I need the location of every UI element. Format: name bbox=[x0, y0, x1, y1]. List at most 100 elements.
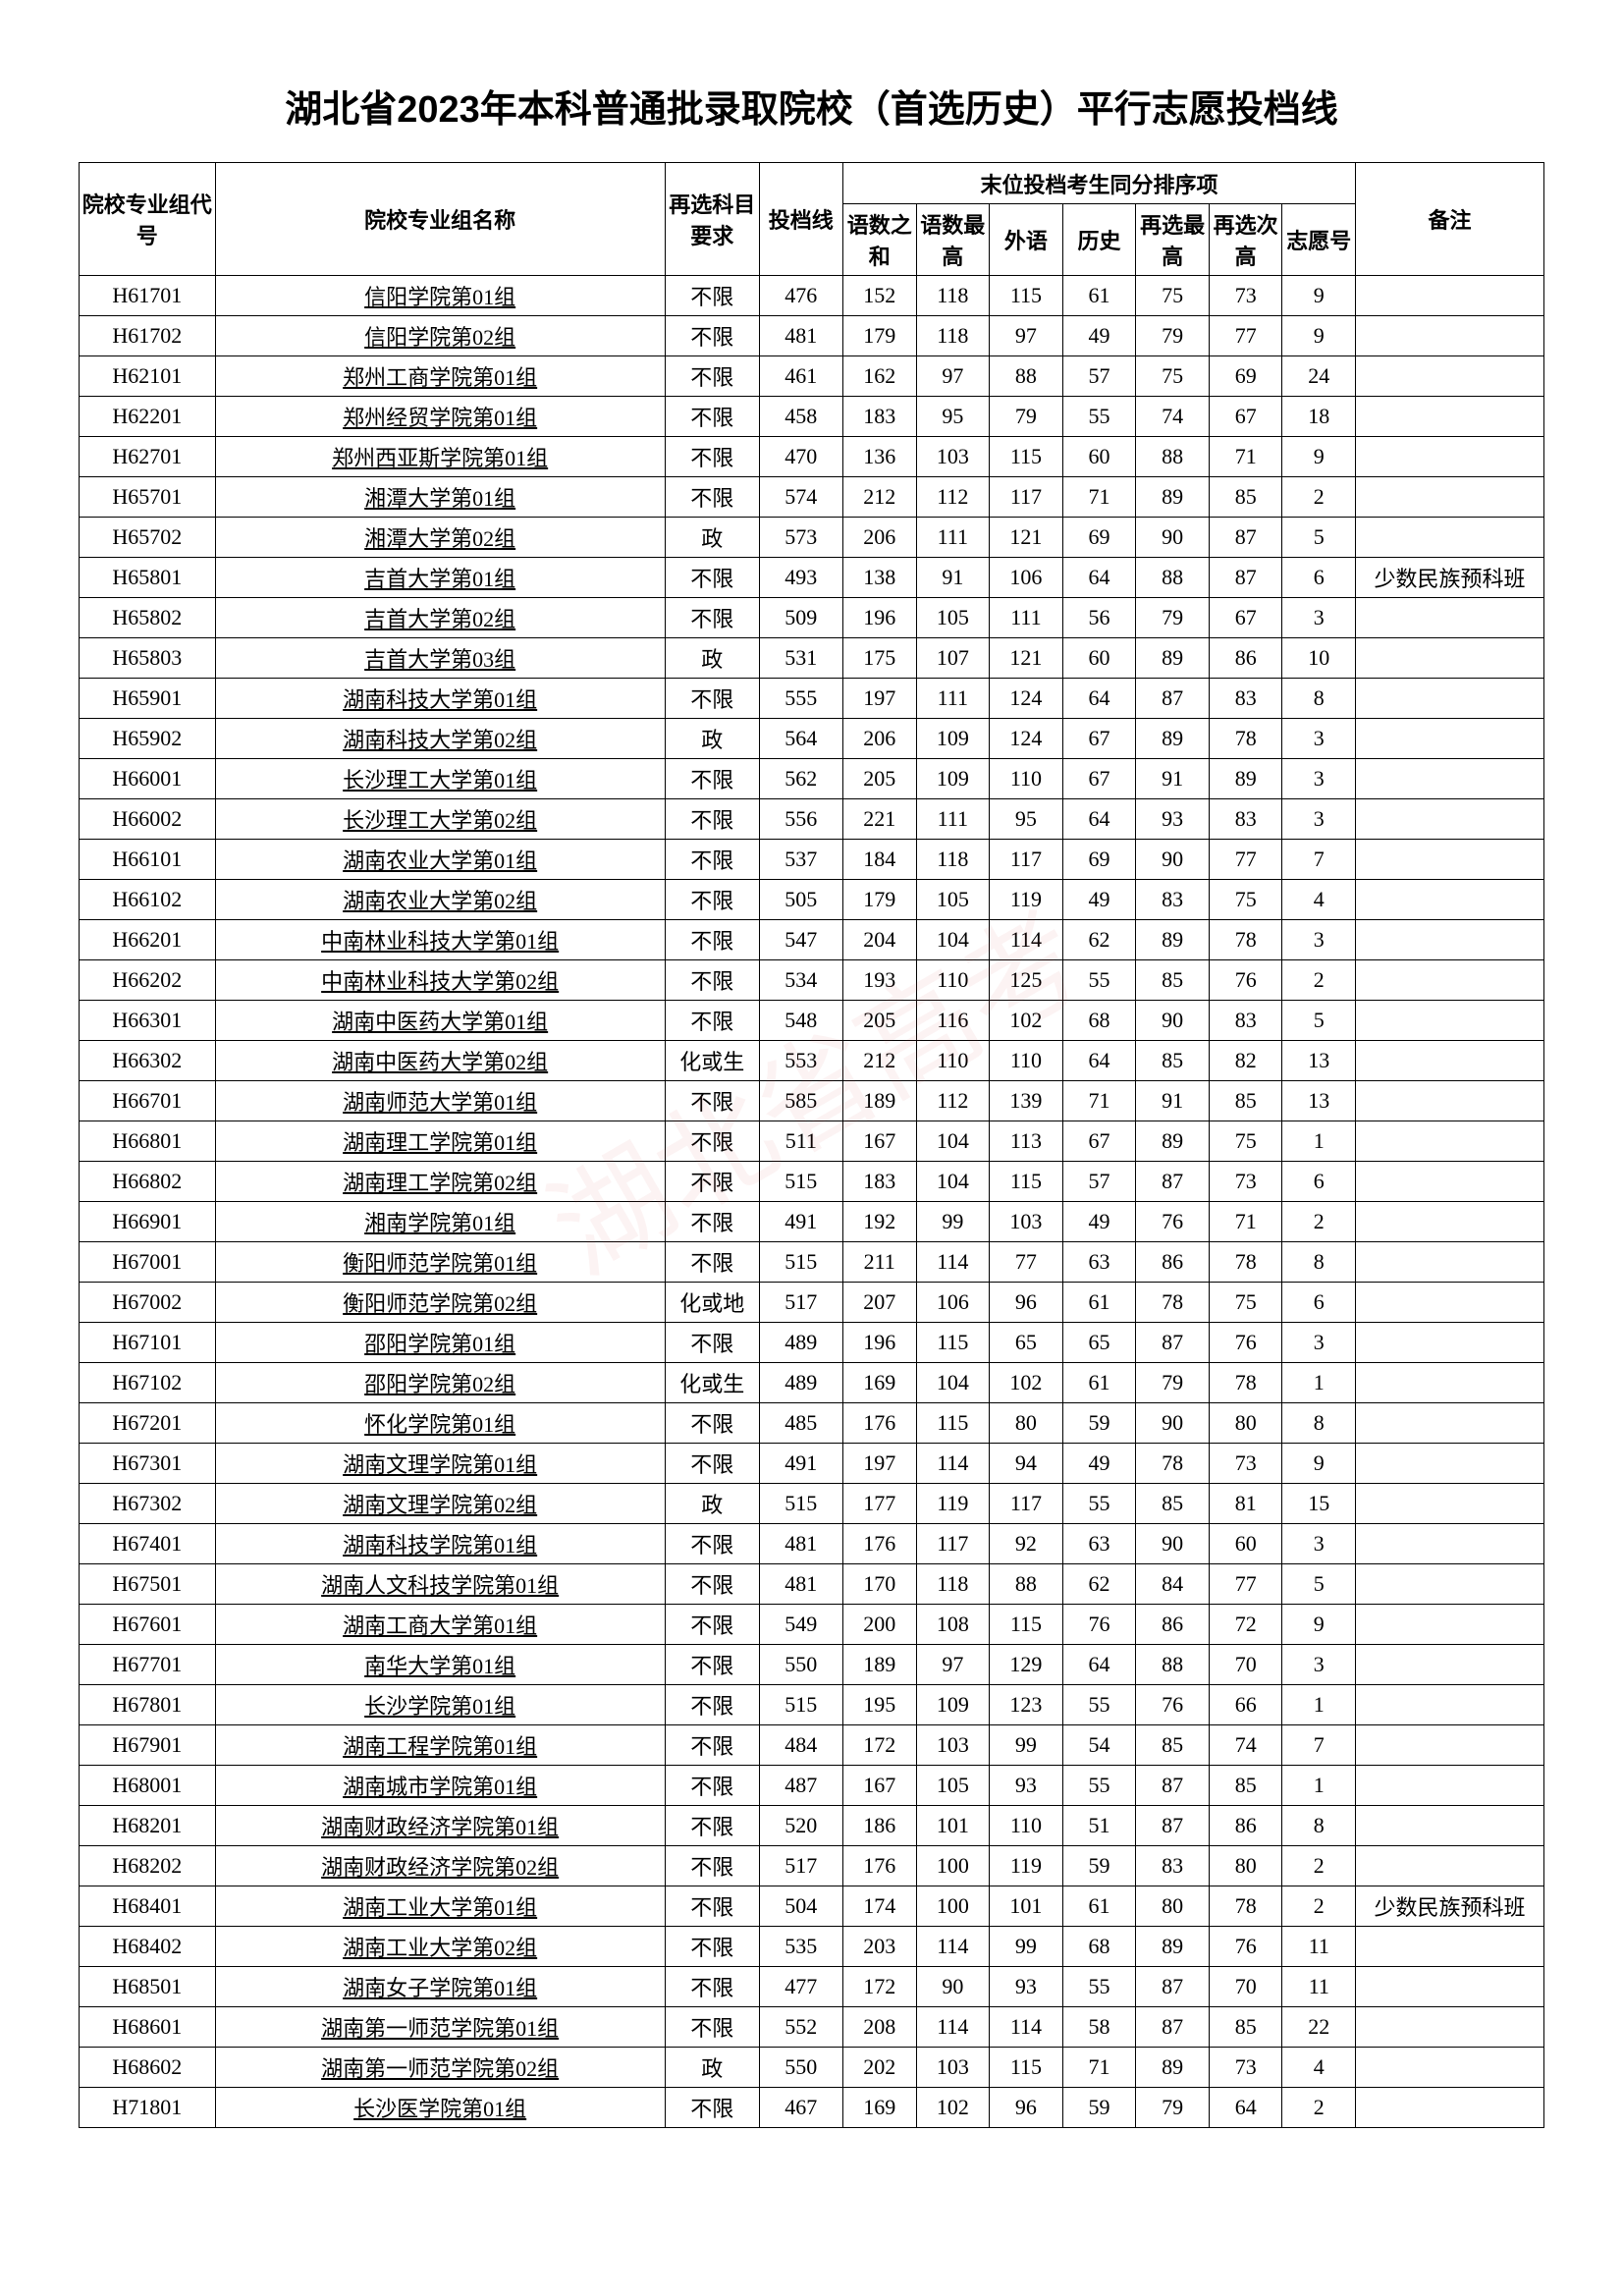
cell-t7: 8 bbox=[1282, 1806, 1356, 1846]
cell-name[interactable]: 长沙理工大学第01组 bbox=[215, 759, 665, 799]
cell-name[interactable]: 南华大学第01组 bbox=[215, 1645, 665, 1685]
header-tie7: 志愿号 bbox=[1282, 204, 1356, 276]
cell-subj: 不限 bbox=[665, 1242, 759, 1283]
cell-name[interactable]: 湖南农业大学第02组 bbox=[215, 880, 665, 920]
cell-name[interactable]: 湖南女子学院第01组 bbox=[215, 1967, 665, 2007]
cell-t3: 99 bbox=[990, 1927, 1063, 1967]
cell-name[interactable]: 吉首大学第03组 bbox=[215, 638, 665, 679]
cell-name[interactable]: 邵阳学院第02组 bbox=[215, 1363, 665, 1403]
cell-name[interactable]: 湖南工业大学第01组 bbox=[215, 1886, 665, 1927]
cell-t5: 79 bbox=[1136, 2088, 1210, 2128]
cell-t7: 2 bbox=[1282, 1202, 1356, 1242]
cell-t2: 114 bbox=[916, 1927, 990, 1967]
cell-t2: 100 bbox=[916, 1846, 990, 1886]
cell-name[interactable]: 湖南中医药大学第02组 bbox=[215, 1041, 665, 1081]
cell-score: 477 bbox=[759, 1967, 842, 2007]
cell-name[interactable]: 长沙学院第01组 bbox=[215, 1685, 665, 1725]
cell-name[interactable]: 吉首大学第02组 bbox=[215, 598, 665, 638]
cell-name[interactable]: 湖南第一师范学院第02组 bbox=[215, 2048, 665, 2088]
cell-name[interactable]: 湖南中医药大学第01组 bbox=[215, 1001, 665, 1041]
cell-score: 505 bbox=[759, 880, 842, 920]
cell-t7: 9 bbox=[1282, 1605, 1356, 1645]
cell-name[interactable]: 湖南城市学院第01组 bbox=[215, 1766, 665, 1806]
cell-name[interactable]: 湖南财政经济学院第01组 bbox=[215, 1806, 665, 1846]
cell-name[interactable]: 湘潭大学第01组 bbox=[215, 477, 665, 518]
cell-name[interactable]: 湖南工程学院第01组 bbox=[215, 1725, 665, 1766]
cell-t1: 211 bbox=[842, 1242, 916, 1283]
cell-name[interactable]: 湖南文理学院第02组 bbox=[215, 1484, 665, 1524]
cell-t5: 87 bbox=[1136, 1162, 1210, 1202]
cell-t4: 64 bbox=[1062, 1041, 1136, 1081]
cell-name[interactable]: 湖南人文科技学院第01组 bbox=[215, 1564, 665, 1605]
cell-t1: 196 bbox=[842, 598, 916, 638]
cell-subj: 不限 bbox=[665, 1685, 759, 1725]
cell-name[interactable]: 湖南师范大学第01组 bbox=[215, 1081, 665, 1121]
cell-subj: 不限 bbox=[665, 1927, 759, 1967]
cell-t6: 73 bbox=[1209, 1162, 1282, 1202]
cell-name[interactable]: 中南林业科技大学第02组 bbox=[215, 960, 665, 1001]
cell-t6: 77 bbox=[1209, 1564, 1282, 1605]
table-row: H65701湘潭大学第01组不限5742121121177189852 bbox=[80, 477, 1544, 518]
cell-name[interactable]: 湖南理工学院第02组 bbox=[215, 1162, 665, 1202]
cell-t5: 79 bbox=[1136, 316, 1210, 356]
cell-name[interactable]: 信阳学院第02组 bbox=[215, 316, 665, 356]
cell-name[interactable]: 湖南科技大学第01组 bbox=[215, 679, 665, 719]
cell-score: 562 bbox=[759, 759, 842, 799]
table-row: H65803吉首大学第03组政53117510712160898610 bbox=[80, 638, 1544, 679]
cell-name[interactable]: 中南林业科技大学第01组 bbox=[215, 920, 665, 960]
cell-name[interactable]: 湖南工业大学第02组 bbox=[215, 1927, 665, 1967]
cell-t6: 83 bbox=[1209, 1001, 1282, 1041]
cell-subj: 不限 bbox=[665, 2088, 759, 2128]
cell-name[interactable]: 信阳学院第01组 bbox=[215, 276, 665, 316]
cell-score: 470 bbox=[759, 437, 842, 477]
cell-t1: 205 bbox=[842, 759, 916, 799]
cell-name[interactable]: 湘南学院第01组 bbox=[215, 1202, 665, 1242]
cell-subj: 不限 bbox=[665, 1403, 759, 1444]
cell-name[interactable]: 湘潭大学第02组 bbox=[215, 518, 665, 558]
cell-remark bbox=[1356, 1001, 1544, 1041]
cell-t5: 90 bbox=[1136, 840, 1210, 880]
cell-name[interactable]: 湖南工商大学第01组 bbox=[215, 1605, 665, 1645]
cell-t4: 67 bbox=[1062, 1121, 1136, 1162]
cell-t6: 74 bbox=[1209, 1725, 1282, 1766]
cell-name[interactable]: 湖南理工学院第01组 bbox=[215, 1121, 665, 1162]
cell-name[interactable]: 湖南第一师范学院第01组 bbox=[215, 2007, 665, 2048]
cell-name[interactable]: 长沙医学院第01组 bbox=[215, 2088, 665, 2128]
cell-t4: 55 bbox=[1062, 1766, 1136, 1806]
cell-name[interactable]: 湖南科技学院第01组 bbox=[215, 1524, 665, 1564]
cell-score: 535 bbox=[759, 1927, 842, 1967]
cell-t7: 9 bbox=[1282, 1444, 1356, 1484]
cell-subj: 不限 bbox=[665, 920, 759, 960]
cell-t7: 3 bbox=[1282, 759, 1356, 799]
cell-name[interactable]: 长沙理工大学第02组 bbox=[215, 799, 665, 840]
cell-name[interactable]: 郑州西亚斯学院第01组 bbox=[215, 437, 665, 477]
cell-t6: 77 bbox=[1209, 840, 1282, 880]
cell-name[interactable]: 邵阳学院第01组 bbox=[215, 1323, 665, 1363]
cell-t7: 2 bbox=[1282, 1886, 1356, 1927]
cell-name[interactable]: 湖南科技大学第02组 bbox=[215, 719, 665, 759]
cell-t7: 1 bbox=[1282, 1766, 1356, 1806]
cell-name[interactable]: 怀化学院第01组 bbox=[215, 1403, 665, 1444]
cell-name[interactable]: 郑州工商学院第01组 bbox=[215, 356, 665, 397]
cell-name[interactable]: 衡阳师范学院第01组 bbox=[215, 1242, 665, 1283]
cell-name[interactable]: 郑州经贸学院第01组 bbox=[215, 397, 665, 437]
cell-name[interactable]: 湖南农业大学第01组 bbox=[215, 840, 665, 880]
cell-code: H61701 bbox=[80, 276, 216, 316]
header-code: 院校专业组代号 bbox=[80, 163, 216, 276]
cell-t7: 1 bbox=[1282, 1685, 1356, 1725]
cell-name[interactable]: 湖南财政经济学院第02组 bbox=[215, 1846, 665, 1886]
table-row: H66801湖南理工学院第01组不限5111671041136789751 bbox=[80, 1121, 1544, 1162]
cell-t7: 7 bbox=[1282, 840, 1356, 880]
cell-name[interactable]: 湖南文理学院第01组 bbox=[215, 1444, 665, 1484]
cell-score: 547 bbox=[759, 920, 842, 960]
cell-code: H68401 bbox=[80, 1886, 216, 1927]
cell-t1: 169 bbox=[842, 2088, 916, 2128]
cell-name[interactable]: 衡阳师范学院第02组 bbox=[215, 1283, 665, 1323]
cell-subj: 不限 bbox=[665, 437, 759, 477]
cell-t3: 113 bbox=[990, 1121, 1063, 1162]
cell-t3: 125 bbox=[990, 960, 1063, 1001]
cell-name[interactable]: 吉首大学第01组 bbox=[215, 558, 665, 598]
cell-t7: 11 bbox=[1282, 1967, 1356, 2007]
cell-t7: 4 bbox=[1282, 880, 1356, 920]
cell-subj: 政 bbox=[665, 2048, 759, 2088]
